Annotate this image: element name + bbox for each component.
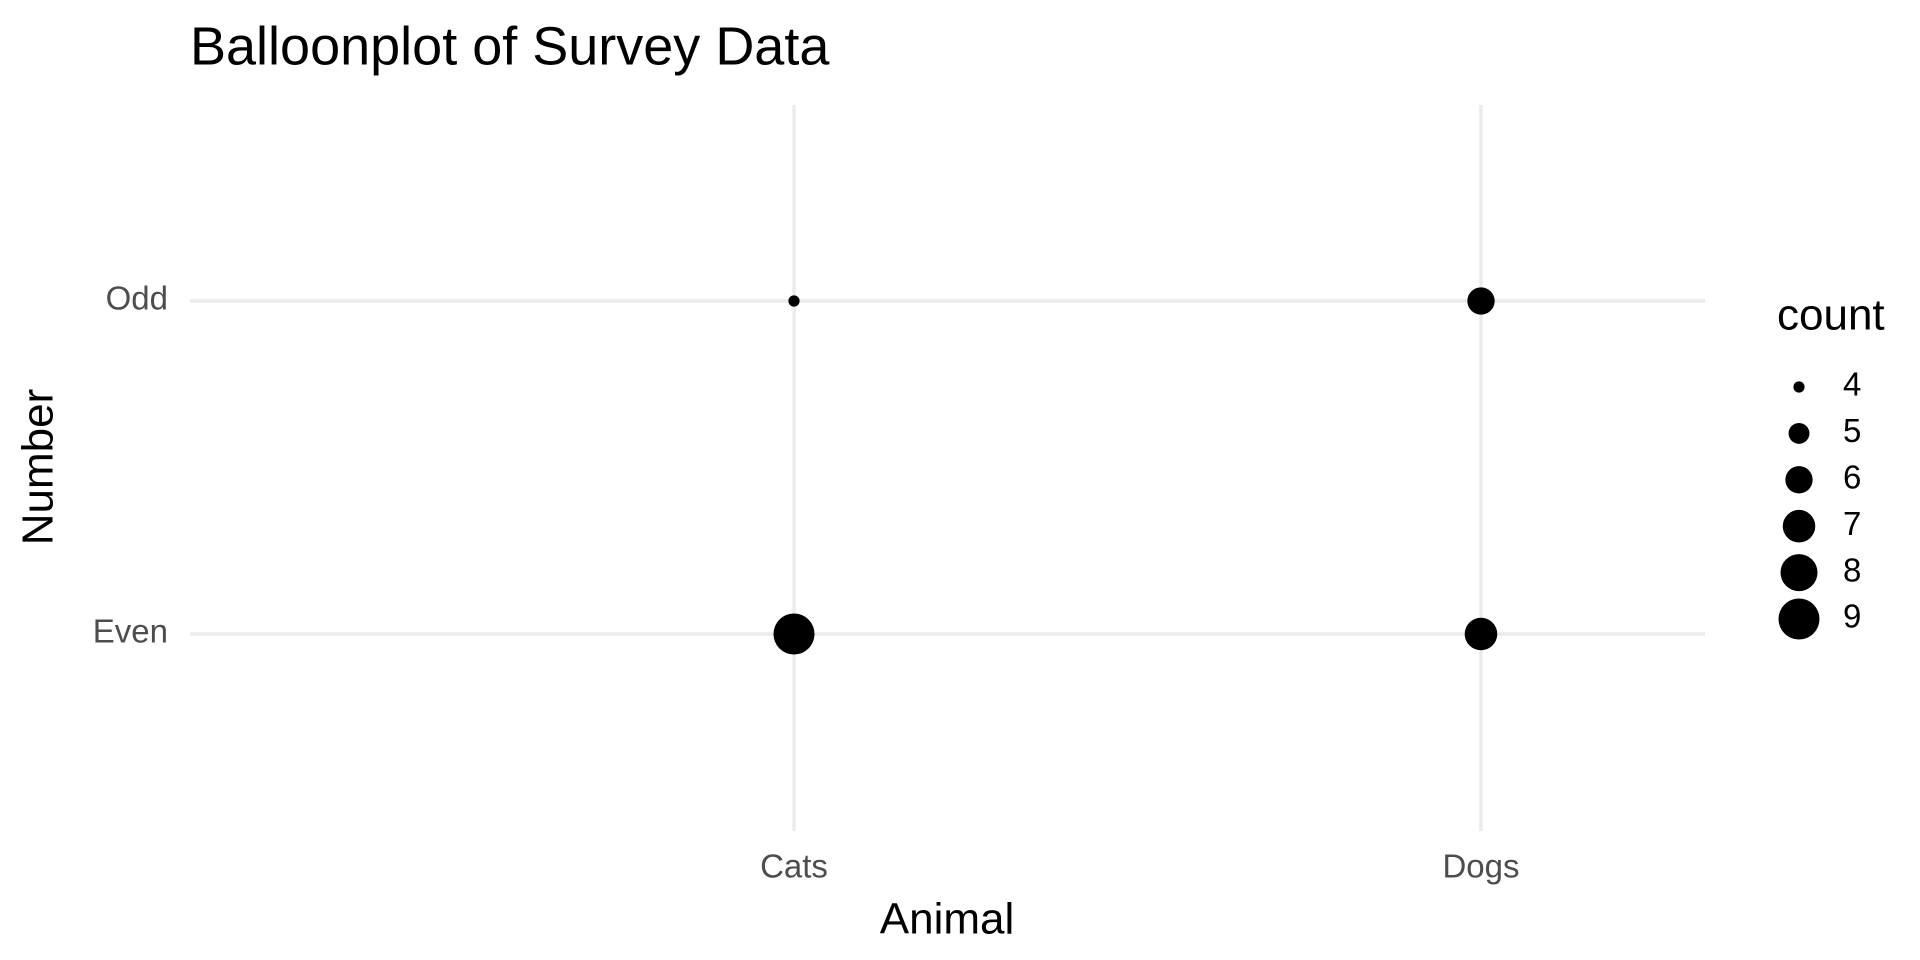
- x-axis-title: Animal: [880, 895, 1015, 944]
- legend-key: [1782, 509, 1816, 543]
- legend-label: 9: [1843, 598, 1861, 635]
- legend-label: 6: [1843, 459, 1861, 496]
- legend-label: 8: [1843, 551, 1861, 588]
- balloon: [1464, 617, 1498, 651]
- legend-key: [1780, 554, 1818, 592]
- legend-label: 5: [1843, 412, 1861, 449]
- legend-label: 7: [1843, 505, 1861, 542]
- balloon: [788, 295, 800, 307]
- y-tick-label: Even: [93, 613, 168, 650]
- chart-title: Balloonplot of Survey Data: [190, 16, 830, 76]
- legend-key: [1788, 422, 1810, 444]
- legend-title: count: [1777, 291, 1885, 340]
- legend-key: [1785, 466, 1813, 494]
- y-axis-title: Number: [14, 389, 63, 546]
- balloon: [1467, 287, 1495, 315]
- y-tick-label: Odd: [106, 280, 168, 317]
- legend-key: [1778, 598, 1820, 640]
- legend-key: [1793, 381, 1805, 393]
- x-tick-label: Dogs: [1442, 848, 1519, 885]
- x-tick-label: Cats: [760, 848, 828, 885]
- legend-label: 4: [1843, 366, 1861, 403]
- balloon: [773, 613, 815, 655]
